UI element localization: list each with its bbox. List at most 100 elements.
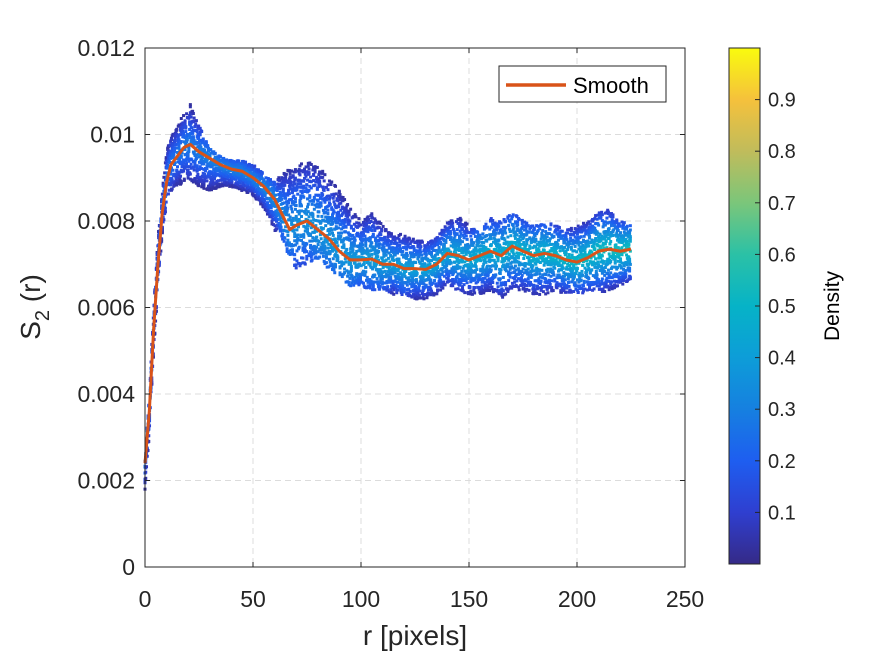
scatter-point bbox=[293, 170, 297, 174]
scatter-point bbox=[200, 138, 204, 142]
scatter-point bbox=[431, 248, 435, 252]
scatter-point bbox=[426, 291, 430, 295]
scatter-point bbox=[445, 280, 449, 284]
scatter-point bbox=[188, 135, 192, 139]
scatter-point bbox=[441, 282, 445, 286]
scatter-point bbox=[160, 231, 164, 235]
scatter-point bbox=[346, 280, 350, 284]
scatter-point bbox=[363, 273, 367, 277]
scatter-point bbox=[523, 264, 527, 268]
scatter-point bbox=[418, 289, 422, 293]
scatter-point bbox=[481, 232, 485, 236]
scatter-point bbox=[300, 189, 304, 193]
scatter-point bbox=[254, 176, 258, 180]
scatter-point bbox=[489, 237, 493, 241]
scatter-point bbox=[485, 247, 489, 251]
scatter-point bbox=[425, 249, 429, 253]
scatter-point bbox=[304, 174, 308, 178]
scatter-point bbox=[527, 274, 531, 278]
scatter-point bbox=[469, 280, 473, 284]
scatter-point bbox=[462, 254, 466, 258]
scatter-point bbox=[497, 238, 501, 242]
scatter-point bbox=[513, 230, 517, 234]
scatter-point bbox=[207, 147, 211, 151]
scatter-point bbox=[497, 251, 501, 255]
scatter-point bbox=[239, 166, 243, 170]
scatter-point bbox=[413, 296, 417, 300]
scatter-point bbox=[362, 224, 366, 228]
scatter-point bbox=[358, 247, 362, 251]
scatter-point bbox=[371, 283, 375, 287]
scatter-point bbox=[296, 185, 300, 189]
scatter-point bbox=[406, 245, 410, 249]
scatter-point bbox=[177, 138, 181, 142]
scatter-point bbox=[519, 279, 523, 283]
scatter-point bbox=[379, 277, 383, 281]
scatter-point bbox=[391, 247, 395, 251]
scatter-point bbox=[537, 248, 541, 252]
scatter-point bbox=[405, 256, 409, 260]
scatter-point bbox=[324, 252, 328, 256]
scatter-point bbox=[404, 245, 408, 249]
scatter-point bbox=[533, 279, 537, 283]
scatter-point bbox=[515, 233, 519, 237]
scatter-point bbox=[368, 254, 372, 258]
scatter-point bbox=[442, 242, 446, 246]
scatter-point bbox=[294, 214, 298, 218]
scatter-point bbox=[352, 256, 356, 260]
scatter-point bbox=[430, 255, 434, 259]
scatter-point bbox=[439, 267, 443, 271]
scatter-point bbox=[482, 249, 486, 253]
scatter-point bbox=[448, 232, 452, 236]
scatter-point bbox=[522, 240, 526, 244]
scatter-point bbox=[389, 246, 393, 250]
scatter-point bbox=[166, 160, 170, 164]
scatter-point bbox=[174, 134, 178, 138]
scatter-point bbox=[386, 256, 390, 260]
scatter-point bbox=[343, 198, 347, 202]
scatter-point bbox=[548, 270, 552, 274]
scatter-point bbox=[210, 160, 214, 164]
scatter-point bbox=[252, 187, 256, 191]
scatter-point bbox=[440, 284, 444, 288]
scatter-point bbox=[332, 267, 336, 271]
scatter-point bbox=[324, 256, 328, 260]
scatter-point bbox=[280, 197, 284, 201]
scatter-point bbox=[520, 282, 524, 286]
scatter-point bbox=[345, 247, 349, 251]
scatter-point bbox=[429, 293, 433, 297]
scatter-point bbox=[415, 250, 419, 254]
scatter-point bbox=[394, 283, 398, 287]
scatter-point bbox=[299, 256, 303, 260]
scatter-point bbox=[370, 214, 374, 218]
scatter-point bbox=[504, 267, 508, 271]
scatter-point bbox=[405, 247, 409, 251]
scatter-point bbox=[300, 234, 304, 238]
scatter-point bbox=[337, 214, 341, 218]
scatter-point bbox=[294, 263, 298, 267]
scatter-point bbox=[223, 178, 227, 182]
scatter-point bbox=[238, 162, 242, 166]
scatter-point bbox=[391, 271, 395, 275]
scatter-point bbox=[487, 282, 491, 286]
scatter-point bbox=[295, 185, 299, 189]
scatter-point bbox=[531, 246, 535, 250]
scatter-point bbox=[369, 282, 373, 286]
scatter-point bbox=[497, 231, 501, 235]
scatter-point bbox=[536, 224, 540, 228]
scatter-point bbox=[476, 273, 480, 277]
scatter-point bbox=[409, 279, 413, 283]
scatter-point bbox=[360, 255, 364, 259]
scatter-point bbox=[277, 213, 281, 217]
scatter-point bbox=[451, 227, 455, 231]
scatter-point bbox=[192, 142, 196, 146]
scatter-point bbox=[176, 179, 180, 183]
scatter-point bbox=[536, 229, 540, 233]
scatter-point bbox=[488, 258, 492, 262]
scatter-point bbox=[421, 289, 425, 293]
scatter-point bbox=[504, 251, 508, 255]
scatter-point bbox=[421, 295, 425, 299]
scatter-point bbox=[276, 178, 280, 182]
scatter-point bbox=[456, 221, 460, 225]
scatter-point bbox=[200, 159, 204, 163]
